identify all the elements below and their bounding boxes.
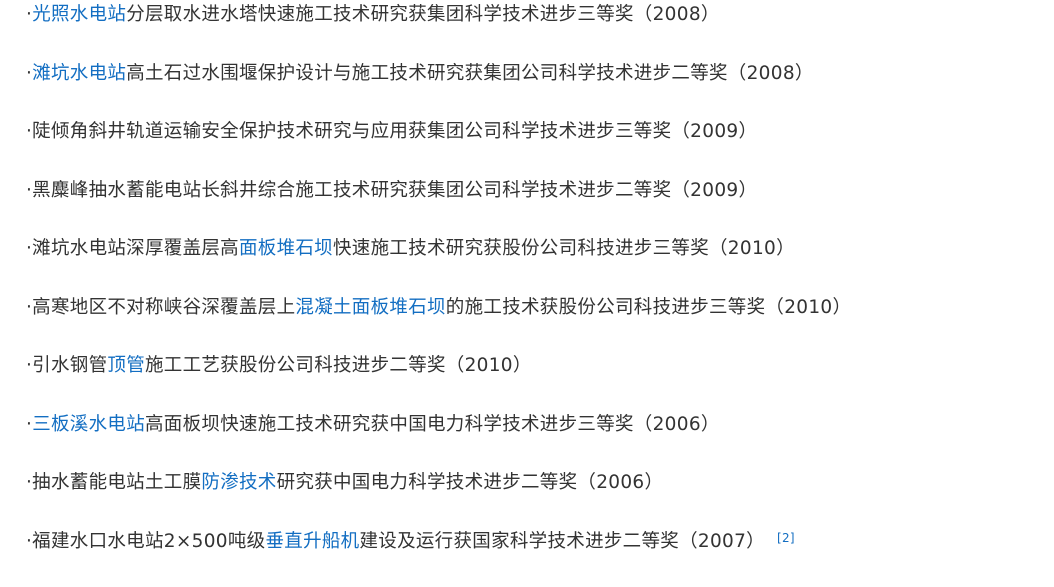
list-item: ·滩坑水电站深厚覆盖层高面板堆石坝快速施工技术研究获股份公司科技进步三等奖（20… <box>26 236 851 295</box>
term-link[interactable]: 垂直升船机 <box>265 531 359 552</box>
item-text: ·陡倾角斜井轨道运输安全保护技术研究与应用获集团公司科学技术进步三等奖（2009… <box>26 121 757 142</box>
list-item: ·三板溪水电站高面板坝快速施工技术研究获中国电力科学技术进步三等奖（2006） <box>26 412 851 471</box>
item-text: 高面板坝快速施工技术研究获中国电力科学技术进步三等奖（2006） <box>145 414 720 435</box>
term-link[interactable]: 光照水电站 <box>32 4 126 25</box>
item-text: 建设及运行获国家科学技术进步二等奖（2007） <box>359 531 764 552</box>
item-text: ·福建水口水电站2×500吨级 <box>26 531 265 552</box>
term-link[interactable]: 面板堆石坝 <box>239 238 333 259</box>
list-item: ·滩坑水电站高土石过水围堰保护设计与施工技术研究获集团公司科学技术进步二等奖（2… <box>26 61 851 120</box>
item-text: 施工工艺获股份公司科技进步二等奖（2010） <box>145 355 532 376</box>
list-item: ·高寒地区不对称峡谷深覆盖层上混凝土面板堆石坝的施工技术获股份公司科技进步三等奖… <box>26 295 851 354</box>
term-link[interactable]: 防渗技术 <box>201 472 276 493</box>
term-link[interactable]: 滩坑水电站 <box>32 63 126 84</box>
reference-link[interactable]: [2] <box>777 531 795 545</box>
term-link[interactable]: 顶管 <box>107 355 145 376</box>
term-link[interactable]: 混凝土面板堆石坝 <box>295 297 445 318</box>
item-text: 高土石过水围堰保护设计与施工技术研究获集团公司科学技术进步二等奖（2008） <box>126 63 813 84</box>
awards-list: ·光照水电站分层取水进水塔快速施工技术研究获集团科学技术进步三等奖（2008）·… <box>26 2 851 587</box>
item-text: 分层取水进水塔快速施工技术研究获集团科学技术进步三等奖（2008） <box>126 4 719 25</box>
list-item: ·福建水口水电站2×500吨级垂直升船机建设及运行获国家科学技术进步二等奖（20… <box>26 529 851 587</box>
item-text: ·抽水蓄能电站土工膜 <box>26 472 201 493</box>
list-item: ·黑麋峰抽水蓄能电站长斜井综合施工技术研究获集团公司科学技术进步二等奖（2009… <box>26 178 851 237</box>
item-text: 研究获中国电力科学技术进步二等奖（2006） <box>277 472 664 493</box>
list-item: ·光照水电站分层取水进水塔快速施工技术研究获集团科学技术进步三等奖（2008） <box>26 2 851 61</box>
list-item: ·陡倾角斜井轨道运输安全保护技术研究与应用获集团公司科学技术进步三等奖（2009… <box>26 119 851 178</box>
list-item: ·抽水蓄能电站土工膜防渗技术研究获中国电力科学技术进步二等奖（2006） <box>26 470 851 529</box>
item-text: ·滩坑水电站深厚覆盖层高 <box>26 238 239 259</box>
item-text: ·黑麋峰抽水蓄能电站长斜井综合施工技术研究获集团公司科学技术进步二等奖（2009… <box>26 180 757 201</box>
list-item: ·引水钢管顶管施工工艺获股份公司科技进步二等奖（2010） <box>26 353 851 412</box>
item-text: 快速施工技术研究获股份公司科技进步三等奖（2010） <box>333 238 795 259</box>
term-link[interactable]: 三板溪水电站 <box>32 414 145 435</box>
item-text: 的施工技术获股份公司科技进步三等奖（2010） <box>446 297 851 318</box>
item-text: ·高寒地区不对称峡谷深覆盖层上 <box>26 297 295 318</box>
item-text: ·引水钢管 <box>26 355 107 376</box>
